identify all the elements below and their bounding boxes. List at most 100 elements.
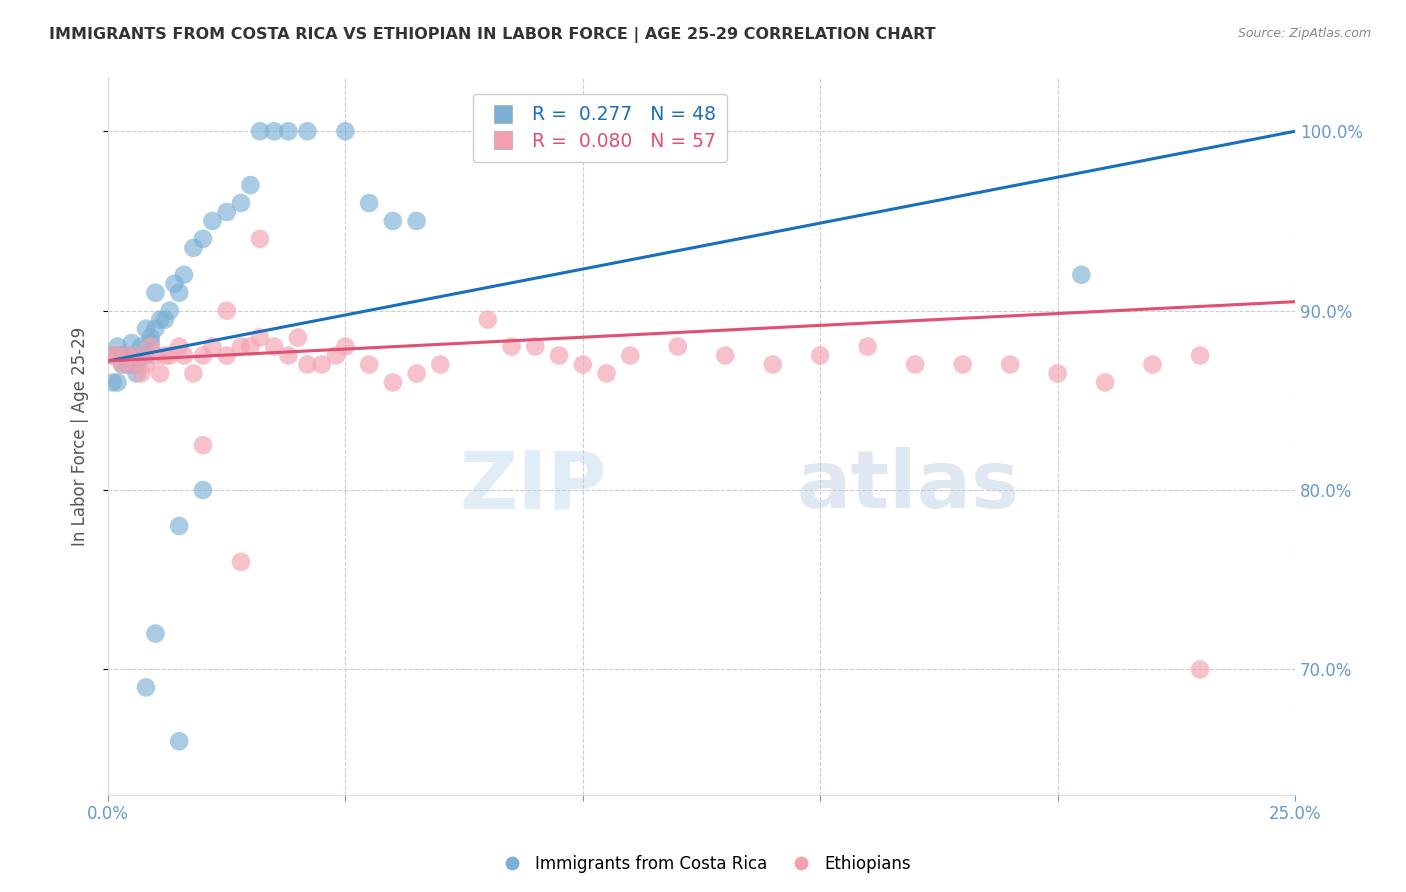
Point	[666, 340, 689, 354]
Point	[125, 367, 148, 381]
Point	[115, 358, 138, 372]
Point	[429, 358, 451, 372]
Point	[139, 330, 162, 344]
Point	[163, 277, 186, 291]
Point	[229, 196, 252, 211]
Point	[856, 340, 879, 354]
Point	[904, 358, 927, 372]
Point	[762, 358, 785, 372]
Point	[145, 349, 167, 363]
Point	[1189, 663, 1212, 677]
Point	[808, 349, 831, 363]
Point	[101, 376, 124, 390]
Point	[359, 196, 381, 211]
Point	[129, 367, 152, 381]
Point	[1070, 268, 1092, 282]
Point	[201, 340, 224, 354]
Point	[129, 349, 152, 363]
Point	[167, 340, 190, 354]
Point	[249, 232, 271, 246]
Point	[325, 349, 347, 363]
Point	[125, 358, 148, 372]
Point	[191, 349, 214, 363]
Point	[335, 340, 357, 354]
Text: Source: ZipAtlas.com: Source: ZipAtlas.com	[1237, 27, 1371, 40]
Text: IMMIGRANTS FROM COSTA RICA VS ETHIOPIAN IN LABOR FORCE | AGE 25-29 CORRELATION C: IMMIGRANTS FROM COSTA RICA VS ETHIOPIAN …	[49, 27, 936, 43]
Point	[297, 124, 319, 138]
Point	[595, 367, 617, 381]
Point	[101, 349, 124, 363]
Point	[524, 340, 547, 354]
Point	[548, 349, 571, 363]
Point	[135, 321, 157, 335]
Point	[215, 303, 238, 318]
Point	[111, 349, 134, 363]
Point	[153, 312, 176, 326]
Point	[115, 349, 138, 363]
Point	[135, 349, 157, 363]
Point	[149, 312, 172, 326]
Point	[1189, 349, 1212, 363]
Point	[111, 349, 134, 363]
Legend: Immigrants from Costa Rica, Ethiopians: Immigrants from Costa Rica, Ethiopians	[488, 848, 918, 880]
Point	[107, 340, 129, 354]
Point	[101, 349, 124, 363]
Point	[714, 349, 737, 363]
Point	[619, 349, 641, 363]
Point	[129, 340, 152, 354]
Point	[249, 124, 271, 138]
Point	[173, 349, 195, 363]
Point	[297, 358, 319, 372]
Text: ZIP: ZIP	[460, 448, 606, 525]
Point	[145, 321, 167, 335]
Point	[381, 376, 404, 390]
Point	[239, 178, 262, 192]
Point	[405, 214, 427, 228]
Point	[135, 358, 157, 372]
Point	[149, 367, 172, 381]
Point	[1046, 367, 1069, 381]
Point	[201, 214, 224, 228]
Point	[107, 376, 129, 390]
Point	[249, 330, 271, 344]
Point	[121, 335, 143, 350]
Point	[159, 303, 181, 318]
Point	[477, 312, 499, 326]
Point	[135, 681, 157, 695]
Point	[191, 232, 214, 246]
Point	[153, 349, 176, 363]
Legend: R =  0.277   N = 48, R =  0.080   N = 57: R = 0.277 N = 48, R = 0.080 N = 57	[474, 94, 727, 162]
Point	[311, 358, 333, 372]
Point	[159, 349, 181, 363]
Point	[167, 734, 190, 748]
Point	[167, 519, 190, 533]
Point	[287, 330, 309, 344]
Point	[121, 358, 143, 372]
Point	[229, 340, 252, 354]
Point	[572, 358, 595, 372]
Point	[145, 285, 167, 300]
Point	[111, 358, 134, 372]
Point	[359, 358, 381, 372]
Point	[277, 349, 299, 363]
Text: atlas: atlas	[796, 448, 1019, 525]
Point	[405, 367, 427, 381]
Point	[263, 340, 285, 354]
Point	[139, 340, 162, 354]
Y-axis label: In Labor Force | Age 25-29: In Labor Force | Age 25-29	[72, 326, 89, 546]
Point	[277, 124, 299, 138]
Point	[107, 349, 129, 363]
Point	[952, 358, 974, 372]
Point	[215, 205, 238, 219]
Point	[215, 349, 238, 363]
Point	[191, 438, 214, 452]
Point	[191, 483, 214, 497]
Point	[111, 358, 134, 372]
Point	[1094, 376, 1116, 390]
Point	[229, 555, 252, 569]
Point	[335, 124, 357, 138]
Point	[1142, 358, 1164, 372]
Point	[263, 124, 285, 138]
Point	[173, 268, 195, 282]
Point	[239, 340, 262, 354]
